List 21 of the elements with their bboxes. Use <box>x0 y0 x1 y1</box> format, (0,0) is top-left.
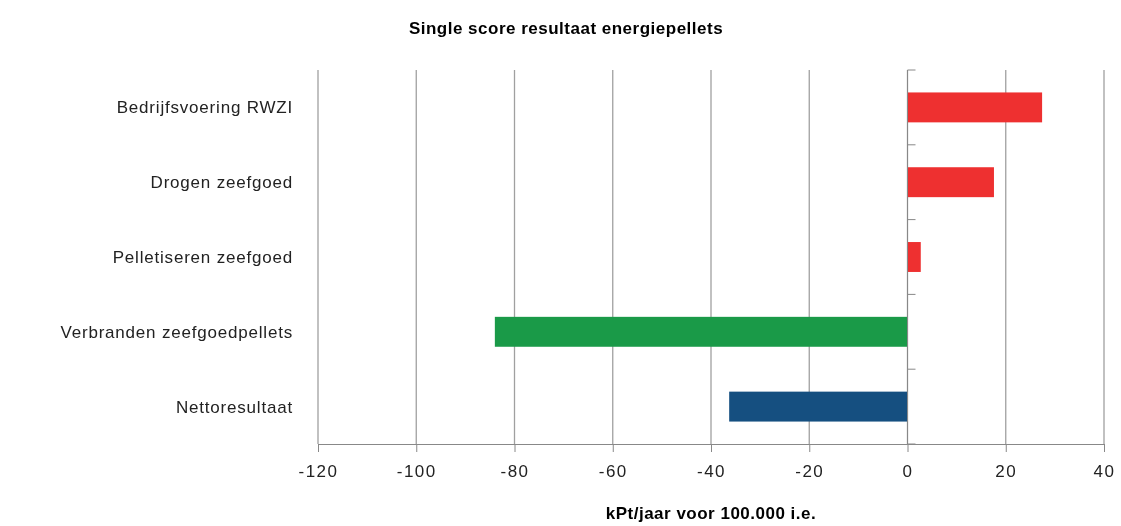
x-tick-label: -20 <box>795 462 825 482</box>
x-tick-label: -80 <box>500 462 530 482</box>
bar <box>494 316 908 347</box>
x-tick-label: 40 <box>1093 462 1116 482</box>
x-tick-label: -100 <box>396 462 437 482</box>
chart-title: Single score resultaat energiepellets <box>408 19 724 38</box>
y-tick-label: Bedrijfsvoering RWZI <box>116 98 293 118</box>
y-tick-label: Drogen zeefgoed <box>150 173 293 193</box>
x-tick-label: 20 <box>995 462 1018 482</box>
bar <box>729 391 908 422</box>
y-tick-label: Verbranden zeefgoedpellets <box>60 322 293 342</box>
bar <box>907 92 1043 123</box>
bar <box>907 242 921 272</box>
y-tick-label: Nettoresultaat <box>175 397 293 417</box>
x-tick-label: -120 <box>298 462 339 482</box>
x-tick-label: -40 <box>696 462 727 482</box>
x-axis-title: kPt/jaar voor 100.000 i.e. <box>605 504 817 523</box>
x-tick-label: -60 <box>598 462 628 482</box>
x-tick-label: 0 <box>902 462 914 482</box>
bar <box>907 167 994 198</box>
y-tick-label: Pelletiseren zeefgoed <box>112 247 293 267</box>
